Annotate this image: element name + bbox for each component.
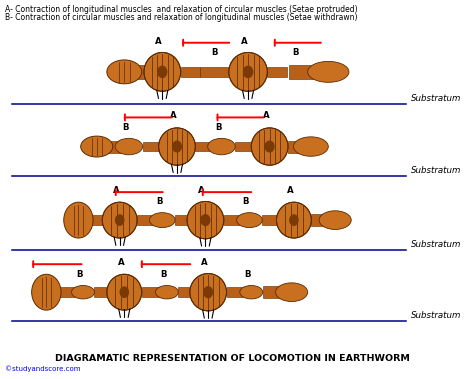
Text: DIAGRAMATIC REPRESENTATION OF LOCOMOTION IN EARTHWORM: DIAGRAMATIC REPRESENTATION OF LOCOMOTION… <box>55 354 410 363</box>
Ellipse shape <box>157 66 167 78</box>
FancyBboxPatch shape <box>262 215 282 225</box>
Ellipse shape <box>251 128 288 165</box>
Ellipse shape <box>276 202 311 238</box>
Ellipse shape <box>115 138 143 155</box>
FancyBboxPatch shape <box>136 65 150 78</box>
Text: Substratum: Substratum <box>411 94 461 103</box>
Text: A: A <box>241 37 248 46</box>
FancyBboxPatch shape <box>107 141 121 152</box>
Text: Substratum: Substratum <box>411 166 461 175</box>
FancyBboxPatch shape <box>289 65 315 78</box>
Ellipse shape <box>187 202 224 239</box>
Text: B: B <box>211 48 218 57</box>
Ellipse shape <box>293 137 328 156</box>
FancyBboxPatch shape <box>91 215 108 225</box>
Ellipse shape <box>81 136 113 157</box>
Ellipse shape <box>229 52 267 91</box>
Text: B: B <box>77 270 83 279</box>
Text: A: A <box>170 111 177 121</box>
Ellipse shape <box>172 141 182 153</box>
Ellipse shape <box>264 141 274 153</box>
FancyBboxPatch shape <box>235 142 257 151</box>
FancyBboxPatch shape <box>59 287 76 297</box>
Ellipse shape <box>308 61 349 82</box>
Ellipse shape <box>32 274 61 310</box>
Ellipse shape <box>159 128 195 165</box>
FancyBboxPatch shape <box>267 67 287 77</box>
Ellipse shape <box>319 211 351 229</box>
Text: A: A <box>199 186 205 195</box>
FancyBboxPatch shape <box>142 287 160 297</box>
Text: Substratum: Substratum <box>411 240 461 249</box>
Text: B: B <box>243 197 249 206</box>
FancyBboxPatch shape <box>200 67 234 77</box>
Ellipse shape <box>72 285 94 299</box>
FancyBboxPatch shape <box>94 287 113 297</box>
Ellipse shape <box>64 202 93 238</box>
Text: A: A <box>155 37 162 46</box>
Ellipse shape <box>149 213 175 228</box>
Text: B: B <box>122 123 129 132</box>
Ellipse shape <box>237 213 262 228</box>
Ellipse shape <box>289 214 299 226</box>
Ellipse shape <box>275 283 308 302</box>
Ellipse shape <box>208 138 235 155</box>
Ellipse shape <box>115 214 125 226</box>
Ellipse shape <box>119 287 129 298</box>
Text: A: A <box>118 258 124 267</box>
Text: B- Contraction of circular muscles and relaxation of longitudinal muscles (Setae: B- Contraction of circular muscles and r… <box>5 13 357 22</box>
Text: A: A <box>287 186 293 195</box>
Ellipse shape <box>201 214 210 226</box>
Text: B: B <box>156 197 163 206</box>
FancyBboxPatch shape <box>288 141 301 152</box>
FancyBboxPatch shape <box>263 286 282 298</box>
Ellipse shape <box>243 66 254 78</box>
Ellipse shape <box>107 274 142 310</box>
Ellipse shape <box>240 285 263 299</box>
Ellipse shape <box>107 60 142 84</box>
Text: B: B <box>245 270 251 279</box>
FancyBboxPatch shape <box>195 142 214 151</box>
FancyBboxPatch shape <box>181 67 200 77</box>
Text: B: B <box>215 123 221 132</box>
Ellipse shape <box>102 202 137 238</box>
Text: A- Contraction of longitudinal muscles  and relaxation of circular muscles (Seta: A- Contraction of longitudinal muscles a… <box>5 5 358 14</box>
Text: A: A <box>113 186 120 195</box>
Ellipse shape <box>203 286 213 298</box>
FancyBboxPatch shape <box>143 142 164 151</box>
Ellipse shape <box>144 52 181 91</box>
Ellipse shape <box>155 285 178 299</box>
FancyBboxPatch shape <box>224 215 241 225</box>
FancyBboxPatch shape <box>175 215 193 225</box>
FancyBboxPatch shape <box>227 287 244 297</box>
Text: ©studyandscore.com: ©studyandscore.com <box>5 365 81 372</box>
Text: B: B <box>292 48 299 57</box>
Ellipse shape <box>190 274 227 311</box>
Text: B: B <box>160 270 166 279</box>
FancyBboxPatch shape <box>311 214 326 226</box>
FancyBboxPatch shape <box>137 215 154 225</box>
Text: A: A <box>263 111 269 121</box>
Text: Substratum: Substratum <box>411 311 461 320</box>
Text: A: A <box>201 258 208 267</box>
FancyBboxPatch shape <box>178 287 195 297</box>
